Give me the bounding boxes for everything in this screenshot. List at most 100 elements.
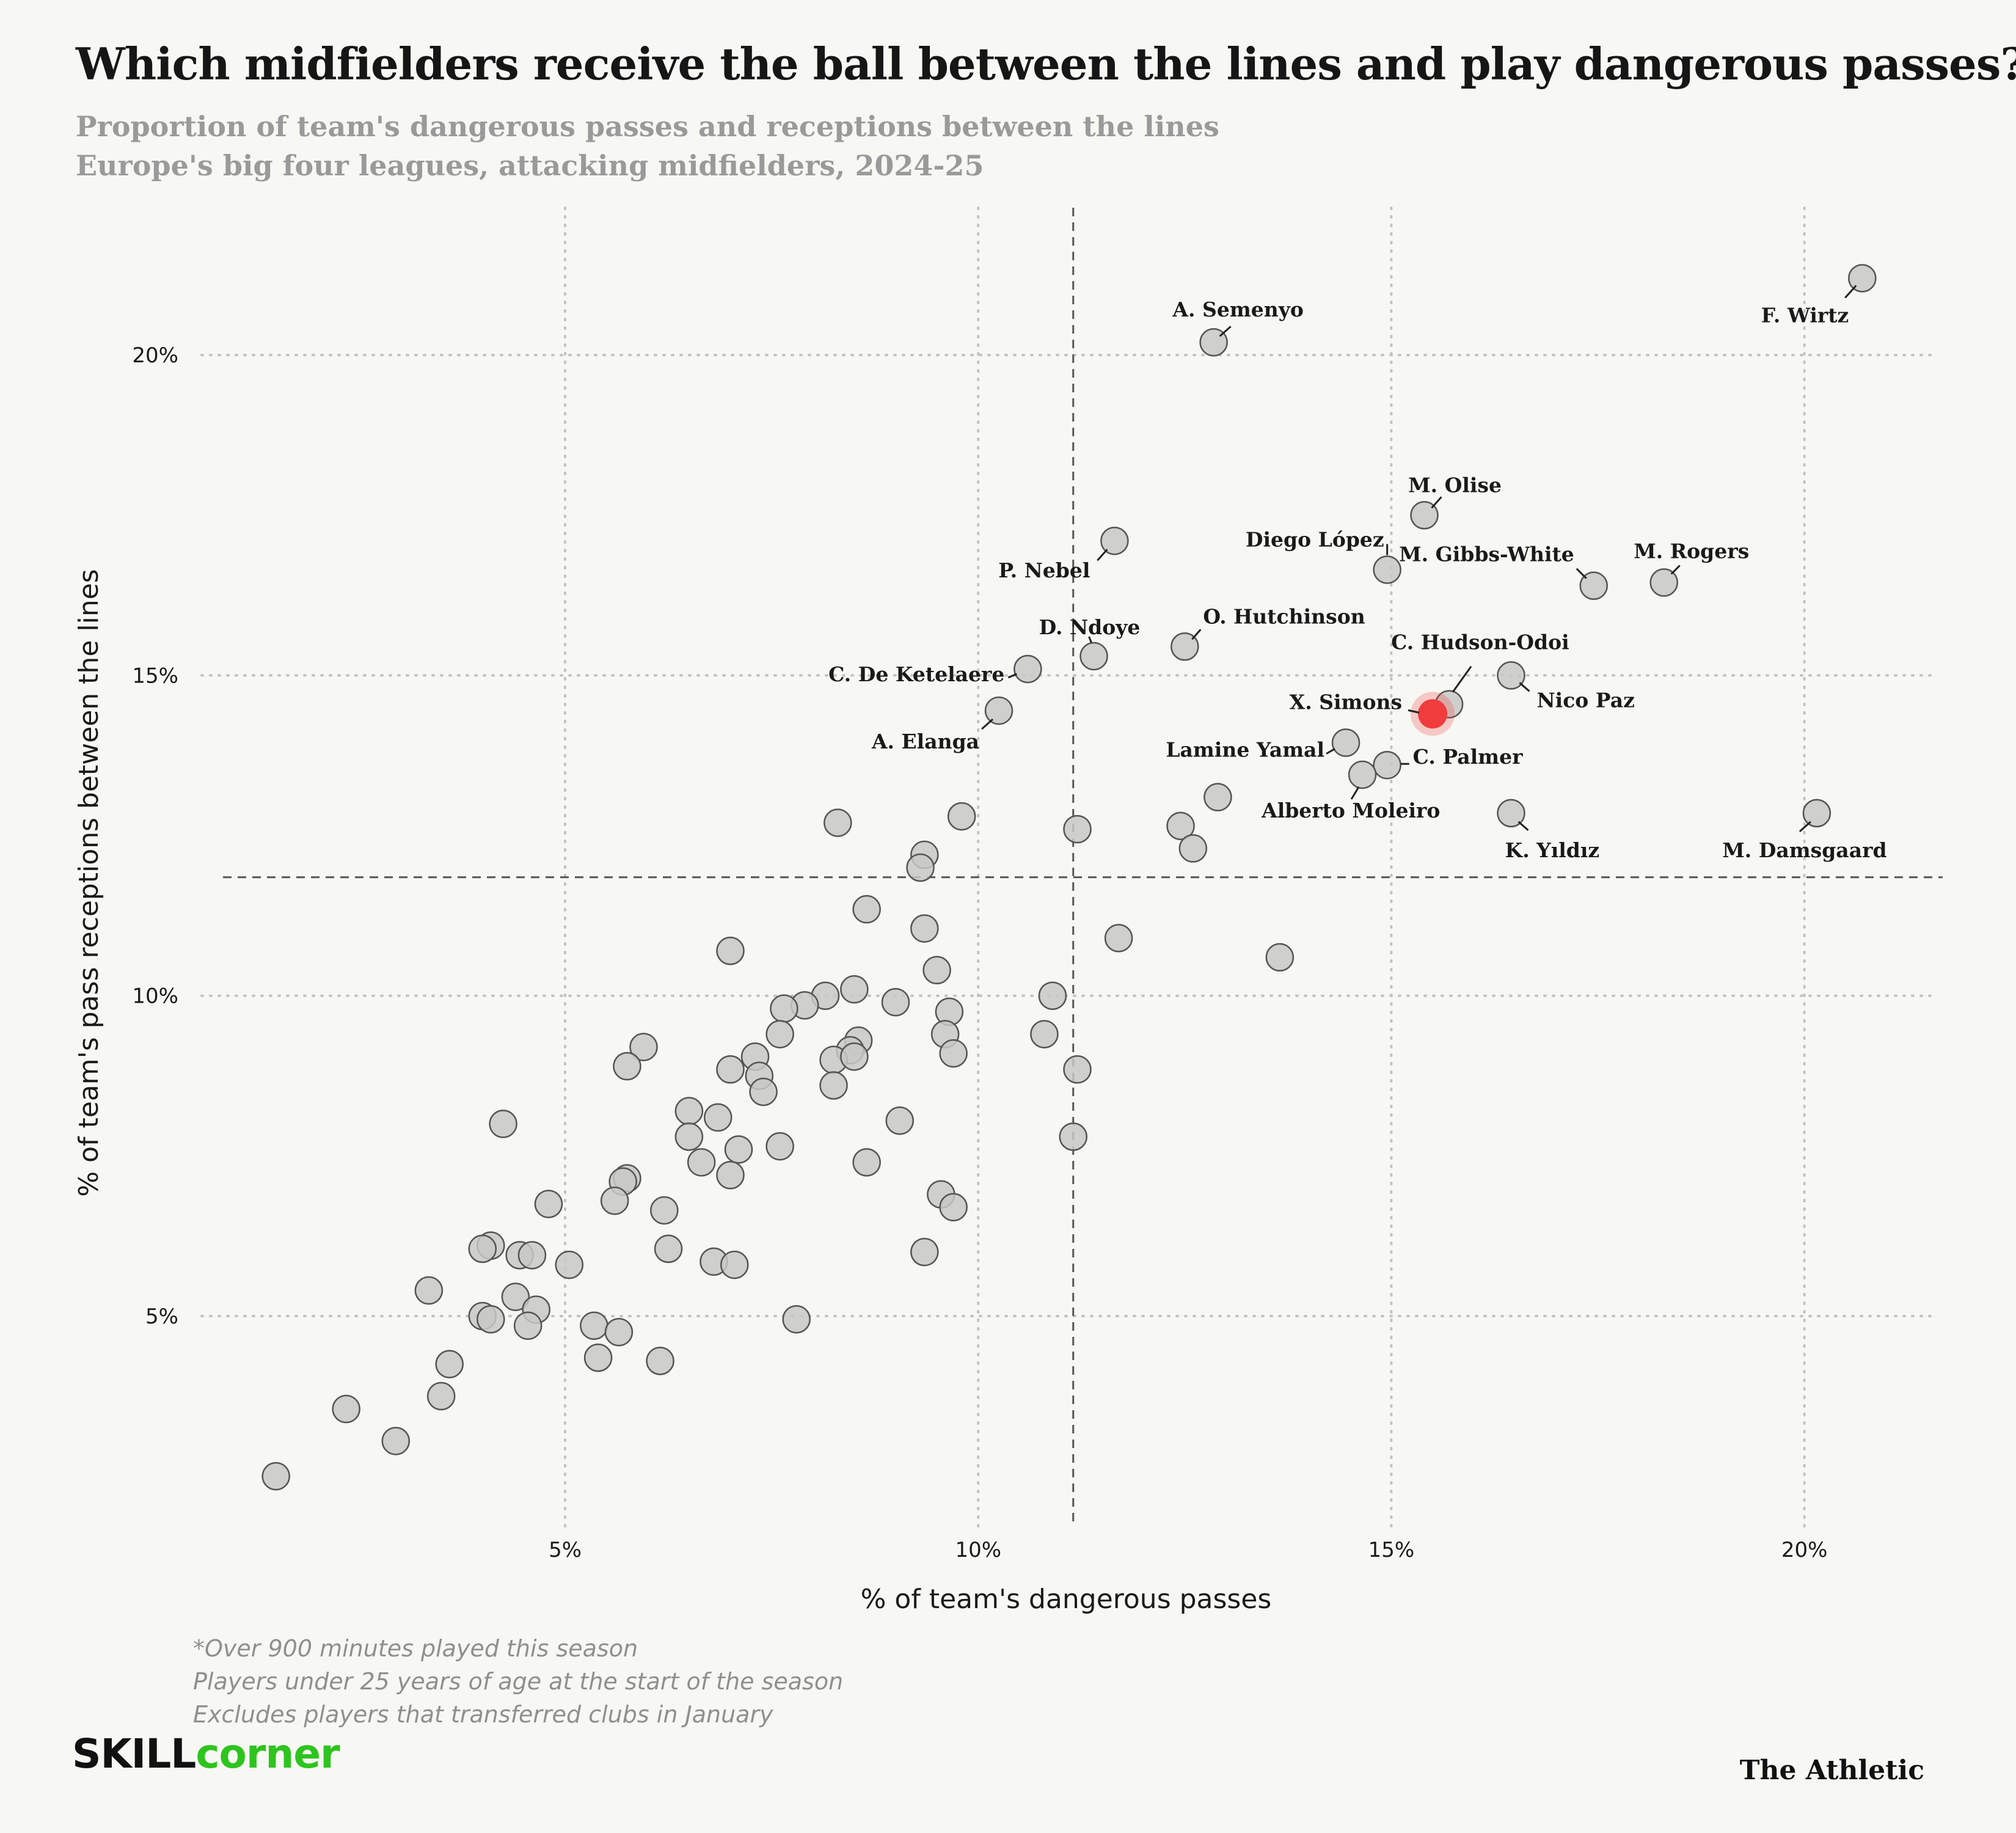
player-point: [1203, 783, 1232, 811]
player-label-o-hutchinson: O. Hutchinson: [1203, 604, 1365, 628]
player-point: [1265, 943, 1295, 972]
leader-line: [1517, 821, 1529, 832]
player-point-alberto-moleiro: [1348, 760, 1377, 789]
player-point: [885, 1106, 915, 1135]
player-point-o-hutchinson: [1171, 632, 1199, 661]
footnote-age: Players under 25 years of age at the sta…: [193, 1668, 844, 1695]
player-label-m-rogers: M. Rogers: [1634, 539, 1749, 563]
player-point: [782, 1304, 811, 1334]
leader-line: [1350, 786, 1360, 800]
player-point: [906, 853, 935, 882]
player-point: [534, 1190, 563, 1218]
leader-line: [1007, 673, 1017, 679]
player-point-diego-l-pez: [1373, 555, 1401, 584]
player-point: [1063, 814, 1092, 844]
player-point: [604, 1317, 634, 1347]
player-point: [426, 1381, 456, 1411]
scatter-chart: 5% 10% 15% 20% 5% 10% 15% 20% F. Wirtz A. Semeny…: [73, 207, 1943, 1615]
player-label-k-y-ld-z: K. Yıldız: [1505, 838, 1600, 862]
player-label-nico-paz: Nico Paz: [1537, 688, 1635, 712]
y-tick-label: 20%: [132, 343, 178, 368]
player-label-m-gibbs-white: M. Gibbs-White: [1399, 543, 1574, 566]
logo-corner-text: corner: [195, 1730, 340, 1777]
player-point-m-rogers: [1649, 568, 1678, 597]
player-label-x-simons: X. Simons: [1290, 690, 1402, 714]
player-label-f-wirtz: F. Wirtz: [1761, 303, 1849, 327]
player-point: [824, 808, 852, 837]
player-point: [468, 1234, 497, 1264]
player-point: [716, 1161, 745, 1190]
player-point: [513, 1311, 542, 1340]
player-label-a-semenyo: A. Semenyo: [1172, 298, 1304, 321]
leader-line: [1576, 568, 1587, 579]
player-point: [1104, 924, 1133, 953]
y-axis-title: % of team's pass receptions between the …: [73, 569, 104, 1196]
player-point: [840, 1042, 869, 1071]
x-tick-label: 5%: [549, 1538, 582, 1562]
player-label-d-ndoye: D. Ndoye: [1039, 615, 1141, 639]
leader-line: [981, 718, 994, 730]
player-point: [1059, 1122, 1088, 1151]
footnote-minutes: *Over 900 minutes played this season: [193, 1635, 638, 1662]
player-point: [922, 956, 951, 985]
skillcorner-logo: SKILLcorner: [72, 1730, 340, 1777]
player-point: [613, 1052, 641, 1081]
player-point: [840, 975, 869, 1004]
leader-line: [1844, 285, 1857, 299]
player-point-c-palmer: [1373, 750, 1401, 780]
reference-lines: [223, 208, 1943, 1528]
player-point: [947, 802, 976, 831]
player-point: [414, 1276, 444, 1305]
player-point: [261, 1462, 290, 1491]
chart-subtitle-line1: Proportion of team's dangerous passes an…: [76, 110, 1219, 143]
player-point: [770, 994, 798, 1023]
player-point-d-ndoye: [1079, 642, 1108, 671]
player-point: [501, 1282, 530, 1311]
player-point: [654, 1234, 683, 1264]
player-label-p-nebel: P. Nebel: [998, 558, 1090, 582]
player-point: [749, 1077, 778, 1107]
player-point: [910, 1237, 939, 1267]
player-point: [703, 1103, 732, 1132]
y-tick-label: 15%: [132, 664, 178, 688]
leader-line: [1408, 709, 1420, 714]
leader-line: [1219, 326, 1232, 337]
player-point-p-nebel: [1100, 526, 1129, 555]
player-point: [517, 1241, 547, 1270]
player-point: [852, 1148, 881, 1177]
player-point-nico-paz: [1497, 661, 1525, 690]
player-point: [881, 987, 910, 1017]
player-point-x-simons: [1418, 699, 1448, 729]
logo-skill-text: SKILL: [72, 1730, 196, 1777]
player-point: [720, 1250, 749, 1279]
y-tick-label: 10%: [132, 984, 178, 1009]
player-label-alberto-moleiro: Alberto Moleiro: [1261, 799, 1440, 822]
player-point: [555, 1250, 584, 1279]
player-label-c-de-ketelaere: C. De Ketelaere: [828, 662, 1004, 686]
leader-line: [1431, 496, 1442, 509]
point-labels: F. Wirtz A. Semenyo M. Olise P. Nebel Diego …: [828, 285, 1887, 862]
player-point-lamine-yamal: [1331, 728, 1360, 757]
player-point: [674, 1097, 704, 1125]
player-label-diego-l-pez: Diego López: [1246, 527, 1384, 551]
player-point: [852, 895, 881, 924]
player-point: [687, 1148, 716, 1177]
chart-subtitle-line2: Europe's big four leagues, attacking mid…: [76, 149, 984, 182]
player-point: [650, 1196, 679, 1225]
player-point-a-elanga: [984, 696, 1013, 725]
player-point: [580, 1311, 608, 1340]
the-athletic-logo: The Athletic: [1739, 1755, 1924, 1786]
player-point: [765, 1020, 794, 1048]
y-tick-label: 5%: [145, 1304, 178, 1329]
chart-title: Which midfielders receive the ball betwe…: [76, 38, 2016, 90]
player-point: [629, 1033, 658, 1061]
player-point: [489, 1110, 517, 1138]
player-point: [332, 1394, 360, 1424]
player-point-c-de-ketelaere: [1013, 654, 1042, 684]
leader-line: [1799, 821, 1811, 832]
player-point: [819, 1071, 848, 1100]
player-point: [1063, 1055, 1092, 1084]
player-point-f-wirtz: [1848, 264, 1877, 293]
x-tick-label: 10%: [955, 1538, 1001, 1562]
player-point-m-gibbs-white: [1579, 571, 1609, 600]
